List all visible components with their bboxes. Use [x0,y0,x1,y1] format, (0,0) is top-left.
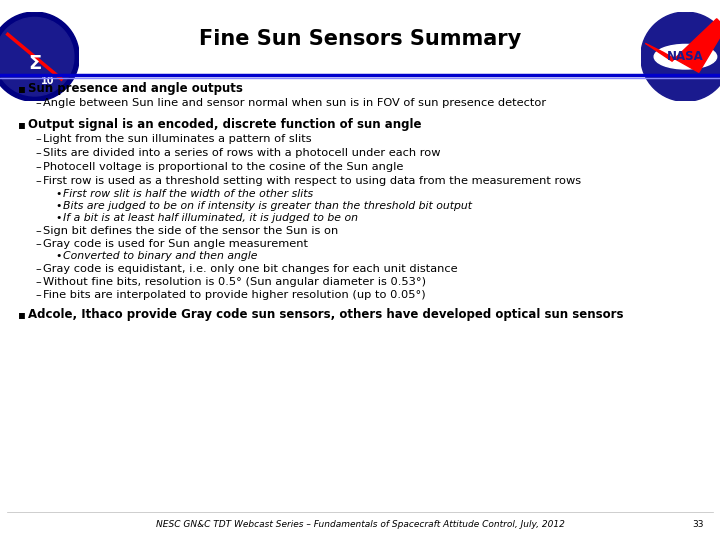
Text: Gray code is used for Sun angle measurement: Gray code is used for Sun angle measurem… [43,239,308,249]
Circle shape [0,17,74,96]
Text: ▪: ▪ [18,308,26,321]
Text: Converted to binary and then angle: Converted to binary and then angle [63,251,258,261]
Text: First row is used as a threshold setting with respect to using data from the mea: First row is used as a threshold setting… [43,176,581,186]
Text: •: • [55,189,61,199]
Text: Output signal is an encoded, discrete function of sun angle: Output signal is an encoded, discrete fu… [28,118,421,131]
Text: –: – [35,134,41,144]
Text: Σ: Σ [28,54,41,73]
Text: –: – [35,226,41,236]
Circle shape [641,12,720,102]
Text: 33: 33 [693,521,704,529]
Text: First row slit is half the width of the other slits: First row slit is half the width of the … [63,189,313,199]
Text: Sun presence and angle outputs: Sun presence and angle outputs [28,82,243,95]
Text: •: • [55,213,61,223]
Text: NESC GN&C TDT Webcast Series – Fundamentals of Spacecraft Attitude Control, July: NESC GN&C TDT Webcast Series – Fundament… [156,521,564,529]
Text: Light from the sun illuminates a pattern of slits: Light from the sun illuminates a pattern… [43,134,312,144]
Text: –: – [35,176,41,186]
Text: Fine bits are interpolated to provide higher resolution (up to 0.05°): Fine bits are interpolated to provide hi… [43,290,426,300]
Text: If a bit is at least half illuminated, it is judged to be on: If a bit is at least half illuminated, i… [63,213,358,223]
Text: –: – [35,162,41,172]
Text: –: – [35,290,41,300]
Text: Fine Sun Sensors Summary: Fine Sun Sensors Summary [199,29,521,50]
Text: Photocell voltage is proportional to the cosine of the Sun angle: Photocell voltage is proportional to the… [43,162,403,172]
Text: NASA: NASA [667,50,704,63]
Circle shape [0,12,79,102]
Text: 10: 10 [41,76,55,86]
Text: Adcole, Ithaco provide Gray code sun sensors, others have developed optical sun : Adcole, Ithaco provide Gray code sun sen… [28,308,624,321]
Text: –: – [35,148,41,158]
Text: Slits are divided into a series of rows with a photocell under each row: Slits are divided into a series of rows … [43,148,441,158]
Ellipse shape [654,44,716,69]
Text: –: – [35,277,41,287]
Text: Gray code is equidistant, i.e. only one bit changes for each unit distance: Gray code is equidistant, i.e. only one … [43,264,458,274]
Text: Angle between Sun line and sensor normal when sun is in FOV of sun presence dete: Angle between Sun line and sensor normal… [43,98,546,108]
Text: –: – [35,98,41,108]
Polygon shape [645,19,720,72]
Text: Bits are judged to be on if intensity is greater than the threshold bit output: Bits are judged to be on if intensity is… [63,201,472,211]
Text: –: – [35,239,41,249]
Text: –: – [35,264,41,274]
Text: •: • [55,251,61,261]
Text: ▪: ▪ [18,118,26,131]
Text: Without fine bits, resolution is 0.5° (Sun angular diameter is 0.53°): Without fine bits, resolution is 0.5° (S… [43,277,426,287]
Text: ▪: ▪ [18,82,26,95]
Text: •: • [55,201,61,211]
Text: Sign bit defines the side of the sensor the Sun is on: Sign bit defines the side of the sensor … [43,226,338,236]
